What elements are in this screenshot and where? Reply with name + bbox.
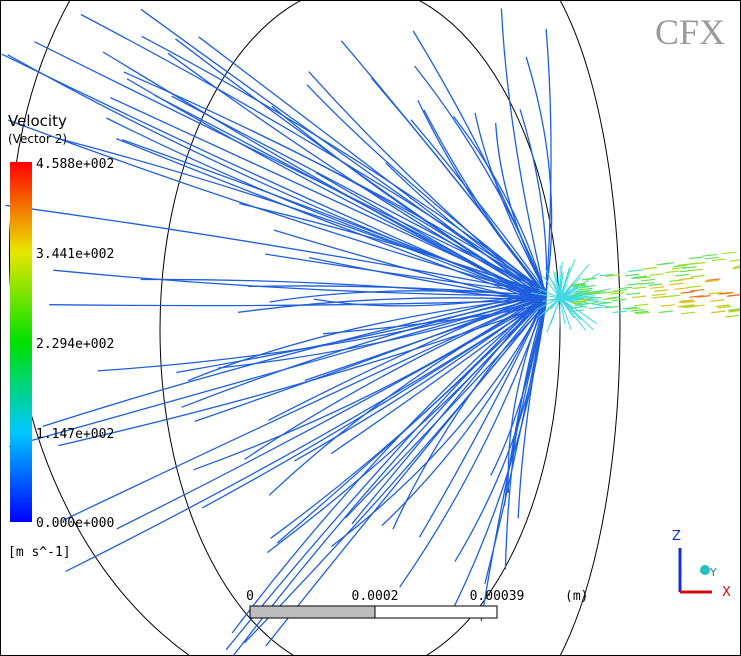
- scale-label: 0.00039: [470, 589, 525, 604]
- legend-label: 2.294e+002: [36, 337, 114, 352]
- axis-label: Z: [672, 529, 681, 544]
- axis-label: Y: [709, 566, 717, 579]
- legend-title: Velocity: [8, 112, 67, 130]
- colorbar: [10, 162, 32, 522]
- scale-label: 0.0002: [352, 589, 399, 604]
- y-axis: [700, 565, 710, 575]
- scale-unit: (m): [565, 589, 588, 604]
- legend-subtitle: (Vector 2): [8, 132, 67, 146]
- axis-label: X: [722, 585, 731, 600]
- legend-label: 1.147e+002: [36, 427, 114, 442]
- viewport: CFX Velocity (Vector 2) 4.588e+002 3.441…: [0, 0, 741, 656]
- scale-bar-empty: [375, 606, 497, 618]
- logo: CFX: [655, 12, 725, 52]
- legend-units: [m s^-1]: [8, 545, 71, 560]
- legend-label: 4.588e+002: [36, 157, 114, 172]
- scale-bar-filled: [250, 606, 375, 618]
- vector-streak: [559, 298, 560, 330]
- scale-label: 0: [246, 589, 254, 604]
- legend-label: 0.000e+000: [36, 516, 114, 531]
- legend-label: 3.441e+002: [36, 247, 114, 262]
